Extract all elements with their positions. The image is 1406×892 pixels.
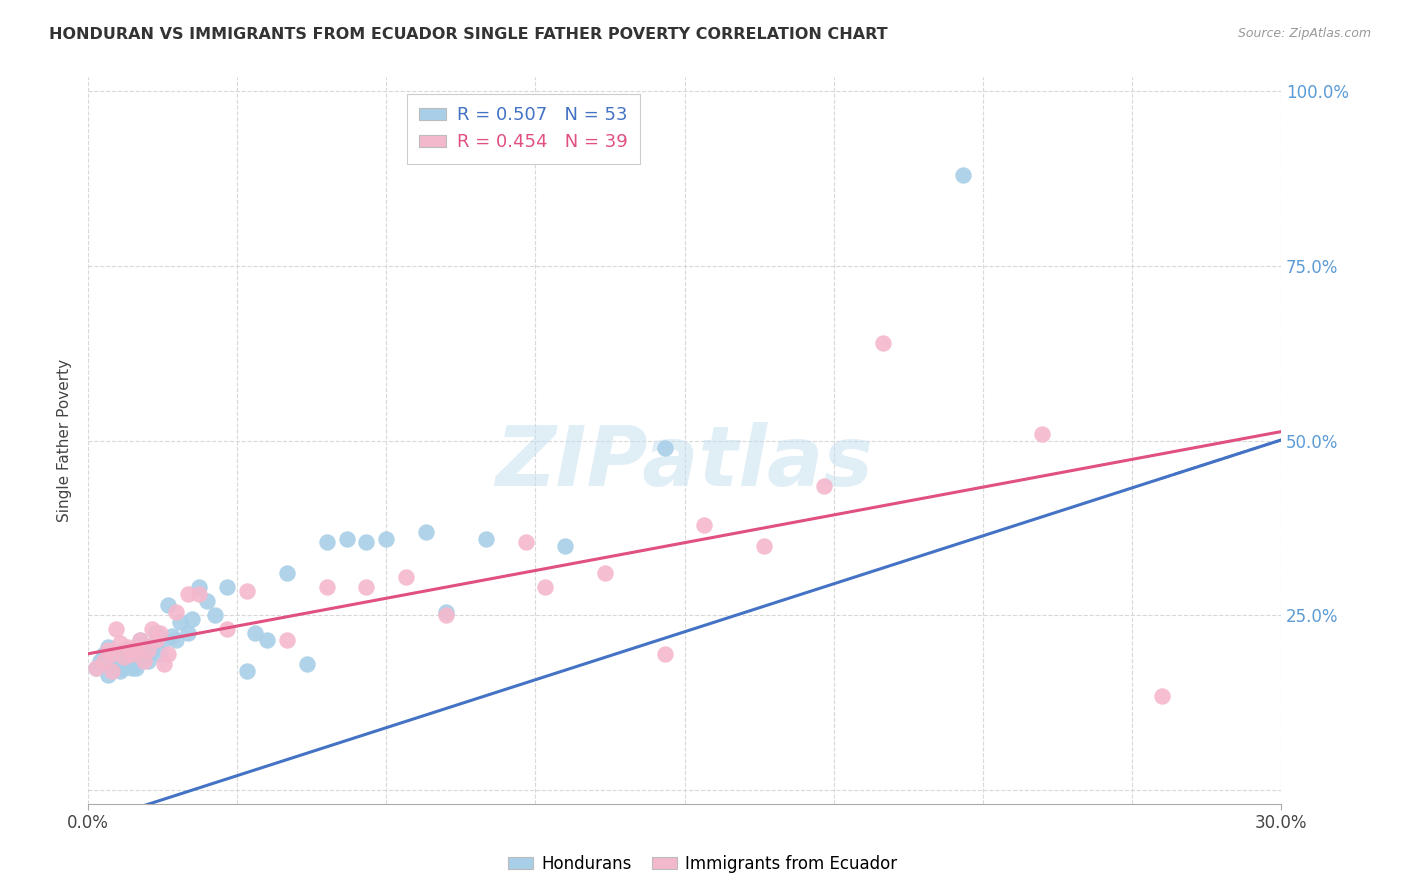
Text: ZIPatlas: ZIPatlas — [496, 422, 873, 503]
Point — [165, 605, 187, 619]
Point — [149, 625, 172, 640]
Point — [145, 625, 167, 640]
Point — [243, 625, 266, 640]
Point — [188, 581, 211, 595]
Point — [1150, 689, 1173, 703]
Point — [101, 665, 124, 679]
Point — [108, 636, 131, 650]
Point — [89, 654, 111, 668]
Point — [693, 517, 716, 532]
Point — [315, 535, 337, 549]
Point — [276, 566, 298, 581]
Point — [132, 647, 155, 661]
Point — [121, 647, 143, 661]
Point — [752, 539, 775, 553]
Point — [356, 535, 378, 549]
Point — [136, 654, 159, 668]
Point — [104, 661, 127, 675]
Point — [132, 654, 155, 668]
Point — [534, 581, 557, 595]
Point — [93, 647, 115, 661]
Point — [276, 632, 298, 647]
Point — [84, 661, 107, 675]
Legend: Hondurans, Immigrants from Ecuador: Hondurans, Immigrants from Ecuador — [502, 848, 904, 880]
Point — [128, 632, 150, 647]
Point — [149, 647, 172, 661]
Point — [108, 665, 131, 679]
Point — [593, 566, 616, 581]
Point — [654, 647, 676, 661]
Point — [952, 168, 974, 182]
Point — [236, 665, 259, 679]
Point — [256, 632, 278, 647]
Point — [813, 479, 835, 493]
Y-axis label: Single Father Poverty: Single Father Poverty — [58, 359, 72, 523]
Point — [474, 532, 496, 546]
Point — [101, 647, 124, 661]
Point — [101, 647, 124, 661]
Point — [156, 647, 179, 661]
Point — [141, 623, 163, 637]
Point — [415, 524, 437, 539]
Point — [125, 643, 148, 657]
Point — [217, 581, 239, 595]
Point — [104, 623, 127, 637]
Point — [145, 632, 167, 647]
Point — [136, 640, 159, 654]
Point — [176, 587, 198, 601]
Point — [97, 643, 120, 657]
Point — [197, 594, 219, 608]
Point — [336, 532, 359, 546]
Point — [1031, 426, 1053, 441]
Point — [160, 629, 183, 643]
Point — [108, 654, 131, 668]
Point — [141, 643, 163, 657]
Point — [554, 539, 576, 553]
Text: HONDURAN VS IMMIGRANTS FROM ECUADOR SINGLE FATHER POVERTY CORRELATION CHART: HONDURAN VS IMMIGRANTS FROM ECUADOR SING… — [49, 27, 887, 42]
Point — [97, 640, 120, 654]
Point — [434, 605, 457, 619]
Point — [104, 650, 127, 665]
Point — [128, 647, 150, 661]
Point — [188, 587, 211, 601]
Point — [315, 581, 337, 595]
Point — [101, 657, 124, 672]
Point — [84, 661, 107, 675]
Point — [434, 608, 457, 623]
Point — [121, 643, 143, 657]
Point — [112, 650, 135, 665]
Point — [295, 657, 318, 672]
Point — [121, 661, 143, 675]
Point — [152, 657, 174, 672]
Point — [165, 632, 187, 647]
Point — [236, 583, 259, 598]
Text: Source: ZipAtlas.com: Source: ZipAtlas.com — [1237, 27, 1371, 40]
Point — [180, 612, 202, 626]
Point — [117, 654, 139, 668]
Legend: R = 0.507   N = 53, R = 0.454   N = 39: R = 0.507 N = 53, R = 0.454 N = 39 — [406, 94, 641, 164]
Point — [125, 661, 148, 675]
Point — [156, 598, 179, 612]
Point — [515, 535, 537, 549]
Point — [93, 654, 115, 668]
Point — [97, 667, 120, 681]
Point — [169, 615, 191, 630]
Point — [128, 632, 150, 647]
Point — [117, 647, 139, 661]
Point — [204, 608, 226, 623]
Point — [136, 643, 159, 657]
Point — [654, 441, 676, 455]
Point — [176, 625, 198, 640]
Point — [117, 640, 139, 654]
Point — [112, 643, 135, 657]
Point — [152, 632, 174, 647]
Point — [872, 335, 894, 350]
Point — [112, 661, 135, 675]
Point — [395, 570, 418, 584]
Point — [356, 581, 378, 595]
Point — [125, 654, 148, 668]
Point — [375, 532, 398, 546]
Point — [217, 623, 239, 637]
